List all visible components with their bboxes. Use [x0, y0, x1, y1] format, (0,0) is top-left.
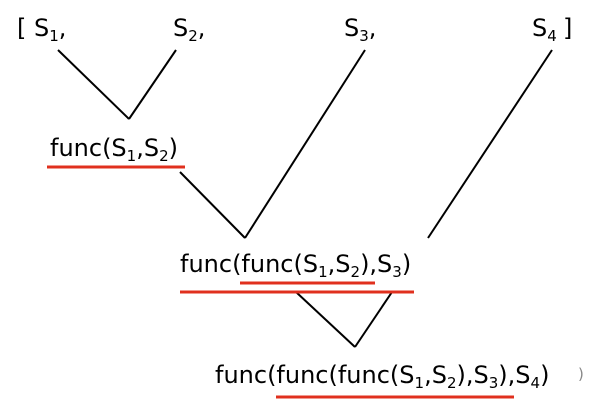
step-2-expression: func(func(S1,S2),S3): [180, 250, 412, 281]
edge-s2-step1: [128, 49, 177, 120]
open-bracket: [: [17, 14, 27, 42]
sequence-item-2: S2,: [173, 14, 206, 45]
close-bracket: ]: [563, 14, 573, 42]
edge-s4-step3: [427, 49, 553, 239]
sequence-item-1: S1,: [34, 14, 67, 45]
edge-step2-step3-left: [295, 291, 356, 348]
step-3-expression: func(func(func(S1,S2),S3),S4): [215, 361, 550, 392]
sequence-item-4: S4: [532, 14, 557, 45]
edge-step1-step2: [179, 171, 246, 239]
edge-s3-step2: [244, 49, 366, 239]
stray-paren-mark: ): [578, 365, 584, 383]
edge-s1-step1: [57, 49, 130, 120]
sequence-item-3: S3,: [344, 14, 377, 45]
step-1-expression: func(S1,S2): [50, 134, 179, 165]
edge-step2-step3-right: [354, 291, 393, 348]
